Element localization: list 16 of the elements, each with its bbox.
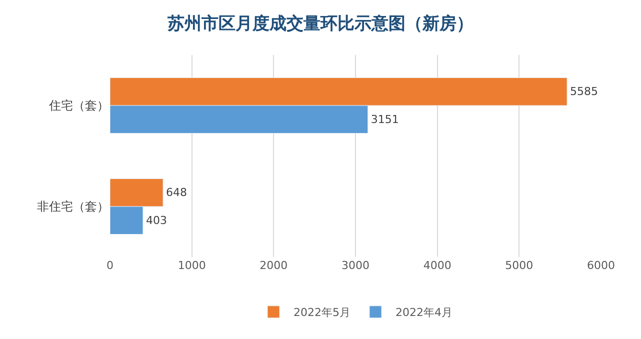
- x-tick-label: 5000: [505, 259, 534, 272]
- data-label: 403: [146, 214, 167, 227]
- legend-label: 2022年5月: [294, 306, 350, 320]
- x-tick-label: 3000: [342, 259, 370, 272]
- data-label: 3151: [370, 112, 399, 126]
- x-tick-label: 1000: [178, 259, 206, 272]
- data-label: 648: [166, 186, 188, 200]
- legend-label: 2022年4月: [396, 306, 452, 320]
- x-tick-label: 0: [106, 259, 114, 272]
- x-tick-label: 6000: [587, 259, 615, 272]
- data-label: 5585: [570, 85, 598, 98]
- y-tick-label: 住宅（套）: [48, 98, 109, 113]
- x-tick-label: 4000: [423, 259, 452, 272]
- y-tick-label: 非住宅（套）: [37, 200, 109, 214]
- chart-title: 苏州市区月度成交量环比示意图（新房）: [166, 14, 474, 34]
- x-tick-label: 2000: [260, 259, 288, 272]
